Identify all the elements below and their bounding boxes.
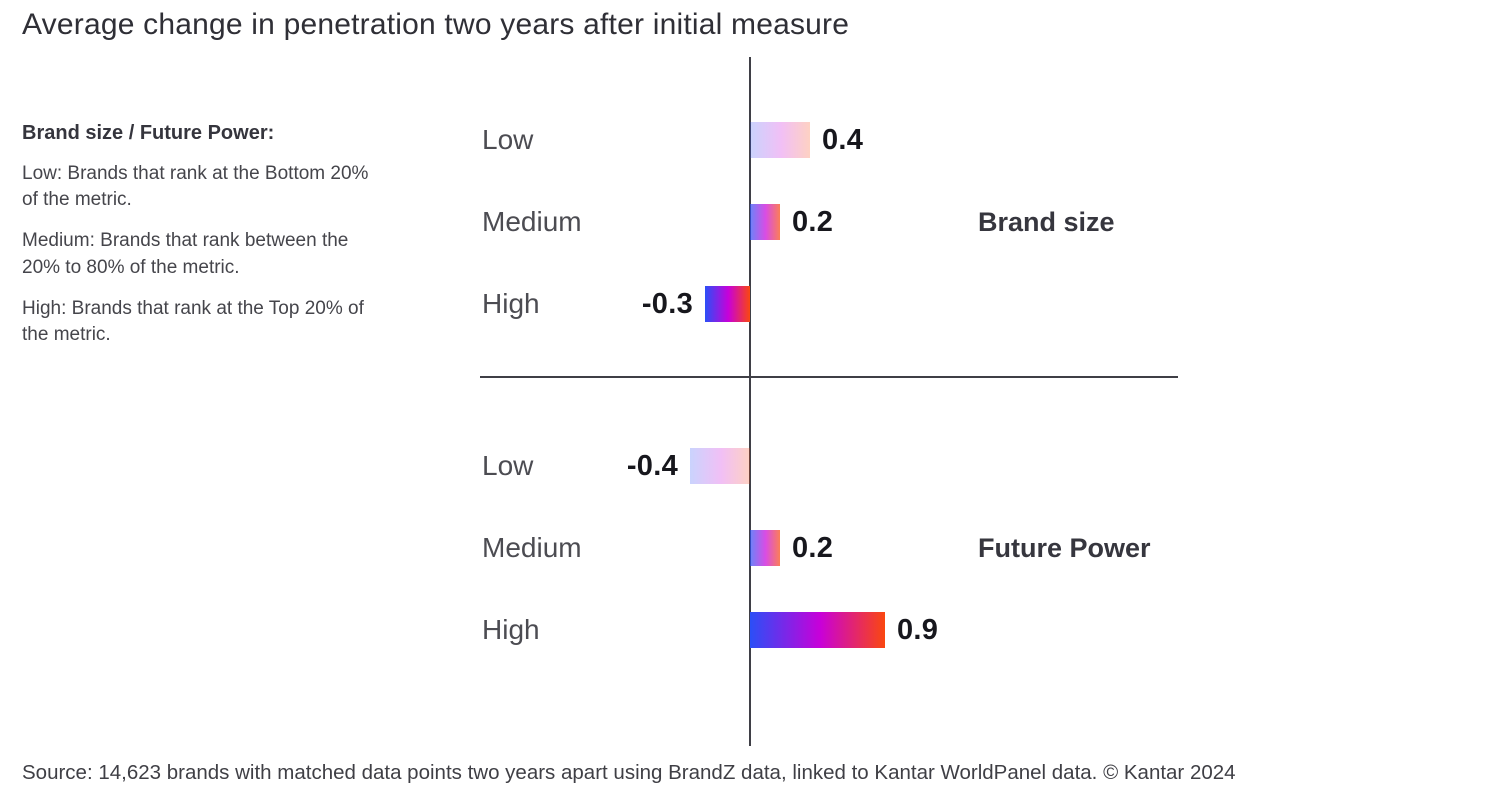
definition-medium: Medium: Brands that rank between the 20%… [22, 230, 349, 278]
category-label: High [482, 288, 540, 319]
source-note: Source: 14,623 brands with matched data … [22, 761, 1236, 784]
category-label: High [482, 614, 540, 645]
bar-brand-size-high [705, 286, 750, 322]
category-label: Medium [482, 532, 582, 563]
definitions-heading: Brand size / Future Power: [22, 122, 275, 144]
series-label-future-power: Future Power [978, 533, 1151, 563]
definition-high: High: Brands that rank at the Top 20% of… [22, 297, 364, 346]
value-label: 0.2 [792, 532, 834, 564]
bar-future-power-low [690, 448, 750, 484]
value-label: 0.9 [897, 614, 939, 646]
value-label: 0.4 [822, 124, 864, 156]
value-label: -0.3 [641, 288, 693, 320]
bar-future-power-high [750, 612, 885, 648]
value-label: -0.4 [626, 450, 678, 482]
value-label: 0.2 [792, 206, 834, 238]
zero-axis-line [749, 57, 751, 746]
bar-brand-size-low [750, 122, 810, 158]
bar-brand-size-medium [750, 204, 780, 240]
category-label: Low [482, 450, 534, 481]
series-label-brand-size: Brand size [978, 207, 1115, 237]
chart-title: Average change in penetration two years … [22, 8, 850, 41]
definitions-panel: Brand size / Future Power: Low: Brands t… [22, 122, 382, 363]
definition-low: Low: Brands that rank at the Bottom 20% … [22, 163, 369, 211]
category-label: Low [482, 124, 534, 155]
category-label: Medium [482, 206, 582, 237]
bar-future-power-medium [750, 530, 780, 566]
group-divider-line [480, 376, 1178, 378]
